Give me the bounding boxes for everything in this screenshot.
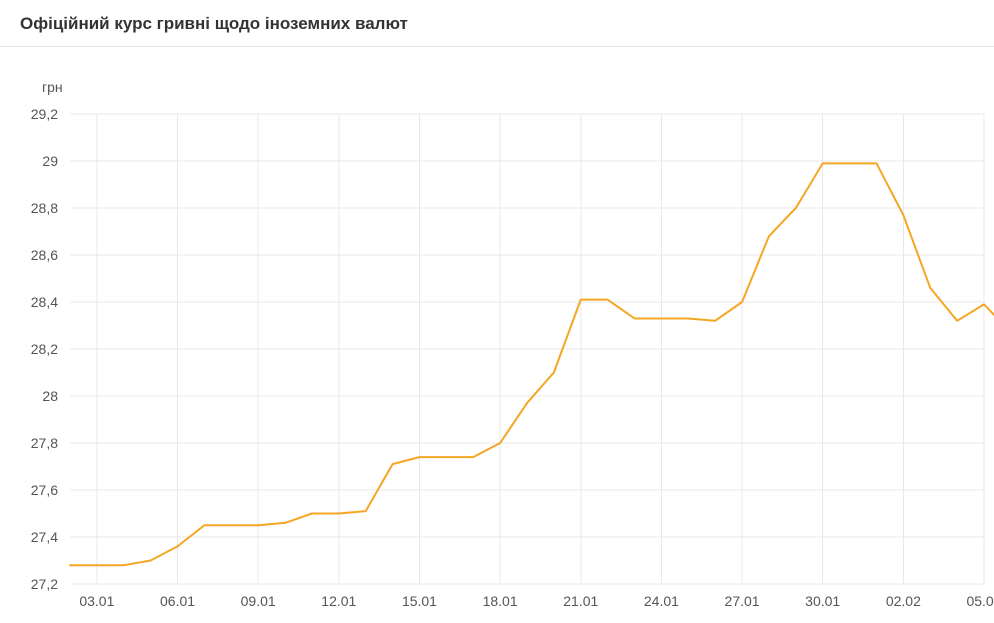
x-axis-tick-label: 24.01 [644, 593, 679, 609]
x-axis-tick-label: 18.01 [483, 593, 518, 609]
x-axis-tick-label: 02.02 [886, 593, 921, 609]
chart-title: Офіційний курс гривні щодо іноземних вал… [0, 0, 994, 47]
y-axis-tick-label: 27,8 [31, 435, 58, 451]
x-axis-tick-label: 03.01 [79, 593, 114, 609]
y-axis-tick-label: 28,2 [31, 341, 58, 357]
y-axis-tick-label: 28,6 [31, 247, 58, 263]
x-axis-tick-label: 15.01 [402, 593, 437, 609]
y-axis-unit-label: грн [42, 79, 63, 95]
x-axis-tick-label: 12.01 [321, 593, 356, 609]
y-axis-tick-label: 27,6 [31, 482, 58, 498]
y-axis-tick-label: 28,8 [31, 200, 58, 216]
y-axis-tick-label: 29 [42, 153, 58, 169]
y-axis-tick-label: 29,2 [31, 106, 58, 122]
chart-plot-area: грн 27,2 27,4 27,6 27,8 28 28,2 28,4 28,6 28,8 29 2… [0, 54, 994, 623]
x-axis-tick-label: 30.01 [805, 593, 840, 609]
x-axis-tick-label: 27.01 [725, 593, 760, 609]
x-axis-tick-label: 09.01 [241, 593, 276, 609]
y-axis-tick-label: 27,4 [31, 529, 58, 545]
line-chart-svg: грн 27,2 27,4 27,6 27,8 28 28,2 28,4 28,6 28,8 29 2… [0, 54, 994, 623]
chart-container: Офіційний курс гривні щодо іноземних вал… [0, 0, 994, 623]
y-axis-tick-label: 28 [42, 388, 58, 404]
y-axis-tick-label: 28,4 [31, 294, 58, 310]
x-axis-tick-label: 05.02 [966, 593, 994, 609]
x-axis-tick-label: 21.01 [563, 593, 598, 609]
y-axis-tick-label: 27,2 [31, 576, 58, 592]
x-axis-tick-label: 06.01 [160, 593, 195, 609]
